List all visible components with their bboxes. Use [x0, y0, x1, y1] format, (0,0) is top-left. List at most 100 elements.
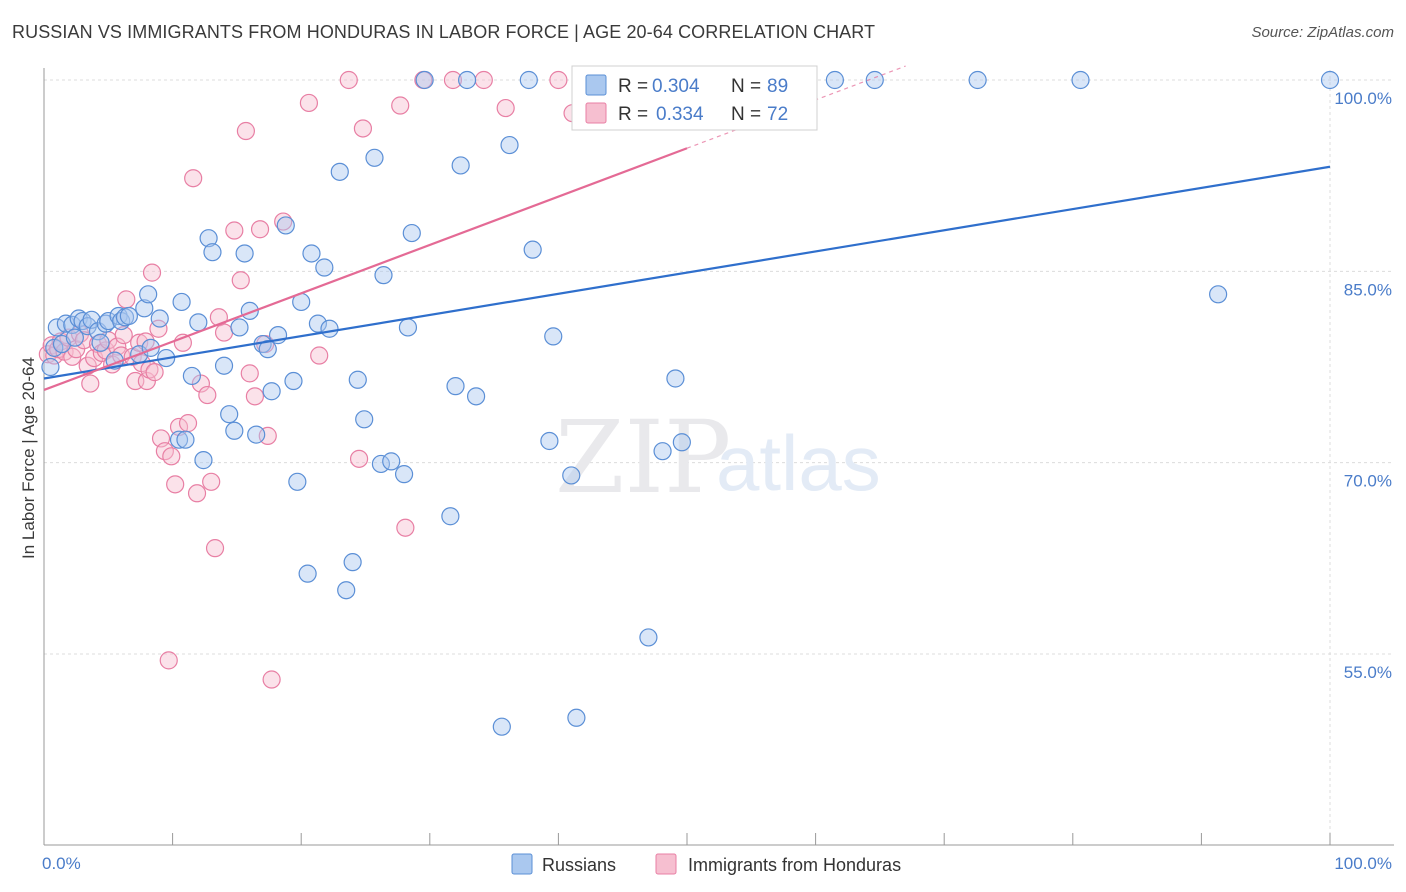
- honduras-point: [299, 93, 319, 113]
- honduras-point: [117, 290, 136, 309]
- legend-r-value-honduras: 0.334: [656, 104, 704, 125]
- honduras-point: [159, 651, 178, 670]
- x-tick-label-min: 0.0%: [42, 854, 81, 873]
- source-label: Source: ZipAtlas.com: [1251, 24, 1394, 41]
- honduras-point: [81, 374, 100, 393]
- russians-point: [284, 371, 303, 391]
- x-tick-label-max: 100.0%: [1334, 854, 1392, 873]
- watermark-zip: ZIP: [555, 399, 731, 516]
- legend-n-value-honduras: 72: [767, 104, 788, 125]
- bottom-legend-swatch-honduras: [655, 853, 677, 875]
- russians-point: [176, 430, 195, 449]
- honduras-point: [549, 70, 568, 90]
- honduras-point: [250, 220, 270, 239]
- russians-point: [315, 258, 334, 277]
- russians-point: [230, 318, 249, 337]
- russians-point: [825, 70, 844, 90]
- honduras-point: [240, 364, 259, 383]
- series-russians-points: [41, 70, 1340, 736]
- russians-point: [302, 244, 321, 263]
- y-tick-label: 70.0%: [1344, 472, 1392, 491]
- watermark-atlas: atlas: [716, 419, 881, 507]
- russians-point: [214, 356, 234, 375]
- russians-point: [169, 430, 189, 449]
- honduras-point: [214, 323, 234, 342]
- honduras-point: [310, 346, 329, 365]
- russians-point: [320, 319, 339, 338]
- trend-lines: [43, 65, 1331, 391]
- russians-point: [544, 327, 563, 346]
- bottom-legend-honduras: Immigrants from Honduras: [688, 855, 901, 875]
- stats-legend-box: [571, 65, 818, 131]
- y-axis-label: In Labor Force | Age 20-64: [19, 357, 38, 559]
- stats-legend: R = 0.304 N = 89 R = 0.334 N = 72: [571, 65, 818, 131]
- russians-point: [374, 266, 393, 285]
- russians-point: [235, 244, 254, 263]
- honduras-point: [205, 539, 225, 558]
- russians-point: [402, 223, 421, 243]
- y-tick-label: 55.0%: [1344, 663, 1392, 682]
- legend-r-label-honduras: R =: [618, 104, 648, 125]
- legend-n-value-russians: 89: [767, 76, 788, 97]
- russians-point: [562, 466, 581, 485]
- russians-point: [330, 162, 349, 181]
- russians-point: [567, 708, 586, 727]
- russians-point: [308, 314, 328, 333]
- russians-point: [189, 313, 208, 332]
- russians-point: [451, 156, 470, 175]
- russians-point: [466, 387, 486, 406]
- russians-point: [139, 285, 158, 304]
- russians-point: [382, 452, 401, 471]
- honduras-point: [391, 96, 410, 115]
- russians-point: [343, 553, 362, 572]
- russians-point: [492, 717, 511, 736]
- russians-point: [91, 333, 110, 352]
- honduras-point: [258, 426, 277, 445]
- honduras-point: [349, 449, 369, 468]
- russians-point: [639, 628, 658, 647]
- russians-point: [968, 70, 987, 90]
- russians-point: [109, 306, 128, 326]
- y-tick-label: 100.0%: [1334, 89, 1392, 108]
- russians-point: [247, 425, 266, 444]
- russians-point: [672, 433, 691, 452]
- russians-point: [337, 581, 356, 600]
- russians-point: [220, 405, 239, 424]
- watermark: ZIP atlas: [555, 399, 881, 516]
- russians-point: [194, 451, 213, 470]
- russians-point: [666, 369, 685, 388]
- russians-point: [182, 366, 201, 386]
- honduras-point: [187, 484, 207, 503]
- y-tick-label: 85.0%: [1344, 280, 1392, 299]
- russians-point: [398, 318, 418, 337]
- honduras-point: [353, 119, 373, 138]
- honduras-point: [202, 472, 221, 491]
- russians-point: [203, 243, 222, 262]
- tick-labels: 55.0% 70.0% 85.0% 100.0% 0.0% 100.0%: [42, 89, 1392, 873]
- honduras-point: [145, 363, 164, 382]
- russians-point: [519, 70, 538, 90]
- series-honduras-points: [38, 70, 582, 689]
- russians-point: [441, 507, 460, 526]
- honduras-point: [184, 169, 203, 188]
- legend-n-label-honduras: N =: [731, 104, 761, 125]
- russians-point: [172, 292, 191, 312]
- russians-point: [540, 431, 559, 451]
- honduras-point: [225, 221, 244, 240]
- russians-point: [262, 382, 281, 401]
- russians-point: [1209, 285, 1228, 304]
- russians-point: [415, 70, 434, 90]
- honduras-point: [178, 414, 198, 433]
- russians-point: [865, 70, 884, 90]
- legend-swatch-russians: [585, 74, 607, 96]
- russians-point: [365, 148, 384, 167]
- honduras-point: [396, 518, 415, 537]
- honduras-point: [231, 271, 250, 290]
- chart-title: RUSSIAN VS IMMIGRANTS FROM HONDURAS IN L…: [12, 22, 876, 42]
- russians-point: [298, 564, 317, 583]
- russians-point: [150, 309, 169, 328]
- honduras-point: [443, 70, 463, 90]
- russians-point: [523, 240, 542, 259]
- russians-point: [199, 229, 218, 248]
